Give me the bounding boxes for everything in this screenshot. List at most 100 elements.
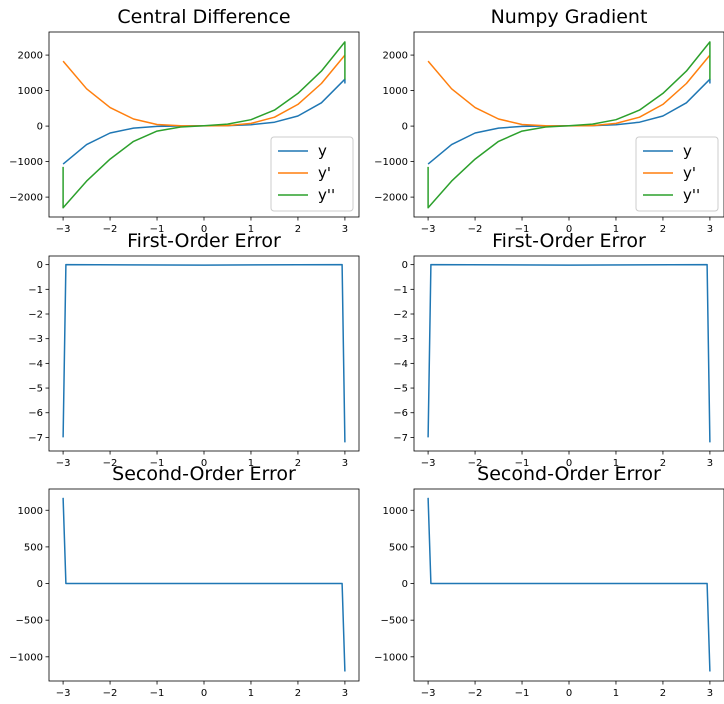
y-tick-label: 0 [402, 579, 408, 590]
x-tick-label: 3 [707, 688, 713, 699]
x-tick-label: −2 [103, 458, 118, 469]
legend-box [270, 136, 354, 212]
y-tick-label: −2000 [374, 193, 408, 204]
x-tick-label: 2 [660, 224, 666, 235]
y-tick-label: −1 [28, 285, 43, 296]
series-line-1 [62, 497, 346, 672]
subplot-6: −3 −2 −1 0 1 2 3 1000 500 0 −500 −1000 Second-Order … [374, 463, 724, 699]
y-tick-label: −4 [393, 359, 408, 370]
x-tick-label: 0 [201, 224, 207, 235]
x-tick-label: −1 [515, 224, 530, 235]
y-tick-label: −5 [28, 384, 43, 395]
y-tick-label: 2000 [383, 51, 408, 62]
y-tick-label: 0 [37, 579, 43, 590]
x-tick-label: −2 [103, 224, 118, 235]
legend-label: y'' [318, 186, 335, 204]
chart-title: First-Order Error [127, 230, 281, 252]
y-tick-label: −500 [381, 616, 408, 627]
x-tick-label: 2 [295, 458, 301, 469]
subplot-1: −3 −2 −1 0 1 2 3 −2000 −1000 0 1000 2000 Central Dif… [9, 6, 360, 235]
legend-label: y' [318, 164, 331, 182]
x-tick-label: 2 [295, 688, 301, 699]
x-tick-label: 2 [660, 458, 666, 469]
y-tick-label: 500 [389, 542, 408, 553]
x-tick-label: 3 [707, 458, 713, 469]
x-tick-label: 2 [295, 224, 301, 235]
y-tick-label: 0 [402, 122, 408, 133]
axes-frame [413, 255, 724, 452]
x-tick-label: −3 [56, 224, 71, 235]
legend: y y' y'' [270, 136, 354, 212]
subplot-4: −3 −2 −1 0 1 2 3 0 −1 −2 −3 −4 −5 −6 −7 First-Order Err… [393, 230, 724, 469]
y-tick-label: −500 [16, 616, 43, 627]
x-tick-label: 0 [566, 688, 572, 699]
y-tick-label: 1000 [383, 86, 408, 97]
legend-box [635, 136, 719, 212]
x-tick-label: −1 [150, 224, 165, 235]
y-tick-label: 1000 [18, 86, 43, 97]
x-tick-label: −1 [515, 458, 530, 469]
x-tick-label: −2 [468, 458, 483, 469]
series-line-1 [427, 263, 711, 443]
axes-frame [48, 488, 360, 682]
x-tick-label: −1 [150, 458, 165, 469]
series-line-3 [62, 41, 346, 209]
x-tick-label: 3 [342, 458, 348, 469]
x-tick-label: −3 [421, 224, 436, 235]
y-tick-label: −3 [393, 334, 408, 345]
y-tick-label: −1000 [374, 157, 408, 168]
subplot-5: −3 −2 −1 0 1 2 3 1000 500 0 −500 −1000 Second-Order … [9, 463, 360, 699]
y-tick-label: −4 [28, 359, 43, 370]
x-tick-label: 1 [248, 458, 254, 469]
x-tick-label: 1 [248, 688, 254, 699]
x-tick-label: −3 [421, 458, 436, 469]
chart-title: Second-Order Error [477, 463, 661, 485]
y-tick-label: −7 [28, 433, 43, 444]
chart-title: Second-Order Error [112, 463, 296, 485]
chart-title: Numpy Gradient [491, 6, 648, 28]
y-tick-label: −2000 [9, 193, 43, 204]
subplot-2: −3 −2 −1 0 1 2 3 −2000 −1000 0 1000 2000 Numpy Gradi… [374, 6, 724, 235]
x-tick-label: −2 [468, 688, 483, 699]
x-tick-label: 0 [201, 688, 207, 699]
chart-title: Central Difference [117, 6, 290, 28]
chart-title: First-Order Error [492, 230, 646, 252]
x-tick-label: 1 [613, 688, 619, 699]
x-tick-label: 0 [201, 458, 207, 469]
x-tick-label: 0 [566, 224, 572, 235]
x-tick-label: 0 [566, 458, 572, 469]
y-tick-label: −7 [393, 433, 408, 444]
x-tick-label: −1 [150, 688, 165, 699]
legend-label: y [318, 142, 327, 160]
y-tick-label: 0 [402, 260, 408, 271]
x-tick-label: 1 [248, 224, 254, 235]
legend: y y' y'' [635, 136, 719, 212]
x-tick-label: 1 [613, 458, 619, 469]
series-line-1 [62, 263, 346, 443]
axes-frame [413, 488, 724, 682]
y-tick-label: −1000 [9, 157, 43, 168]
y-tick-label: 1000 [383, 506, 408, 517]
x-tick-label: −2 [103, 688, 118, 699]
y-tick-label: −6 [393, 408, 408, 419]
legend-label: y' [683, 164, 696, 182]
y-tick-label: −6 [28, 408, 43, 419]
y-tick-label: 1000 [18, 506, 43, 517]
y-tick-label: −3 [28, 334, 43, 345]
legend-label: y [683, 142, 692, 160]
x-tick-label: 3 [342, 224, 348, 235]
series-line-3 [427, 41, 711, 209]
x-tick-label: −2 [468, 224, 483, 235]
y-tick-label: −2 [393, 310, 408, 321]
series-line-2 [427, 54, 711, 127]
series-line-1 [427, 497, 711, 672]
y-tick-label: −2 [28, 310, 43, 321]
y-tick-label: 2000 [18, 51, 43, 62]
x-tick-label: −3 [56, 458, 71, 469]
series-line-2 [62, 54, 346, 127]
subplot-3: −3 −2 −1 0 1 2 3 0 −1 −2 −3 −4 −5 −6 −7 First-Order Err… [28, 230, 360, 469]
y-tick-label: −1000 [9, 652, 43, 663]
x-tick-label: −3 [421, 688, 436, 699]
y-tick-label: −1 [393, 285, 408, 296]
